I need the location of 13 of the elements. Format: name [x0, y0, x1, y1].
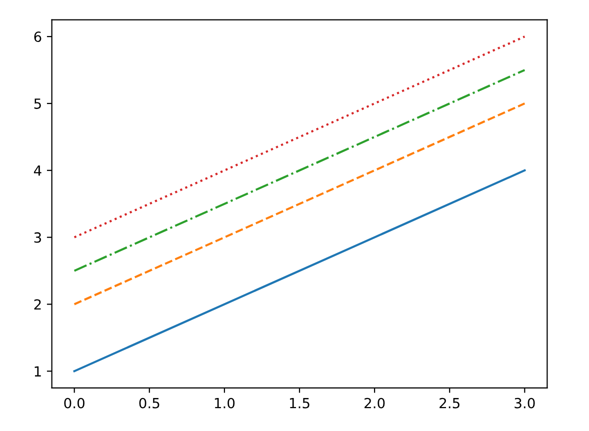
y-tick-label: 1 — [34, 366, 41, 376]
y-tick-label: 4 — [34, 166, 42, 176]
x-tick-label: 2.0 — [364, 398, 385, 408]
x-tick-label: 0.5 — [139, 398, 160, 408]
x-tick-label: 3.0 — [514, 398, 535, 408]
x-tick-label: 1.0 — [214, 398, 235, 408]
y-tick-label: 2 — [34, 299, 41, 310]
x-tick-label: 2.5 — [440, 398, 460, 408]
y-tick-label: 3 — [34, 232, 41, 243]
y-tick-label: 5 — [34, 98, 41, 109]
x-tick-label: 1.5 — [290, 398, 310, 408]
y-tick-label: 6 — [34, 32, 42, 42]
x-tick-label: 0.0 — [64, 398, 84, 408]
